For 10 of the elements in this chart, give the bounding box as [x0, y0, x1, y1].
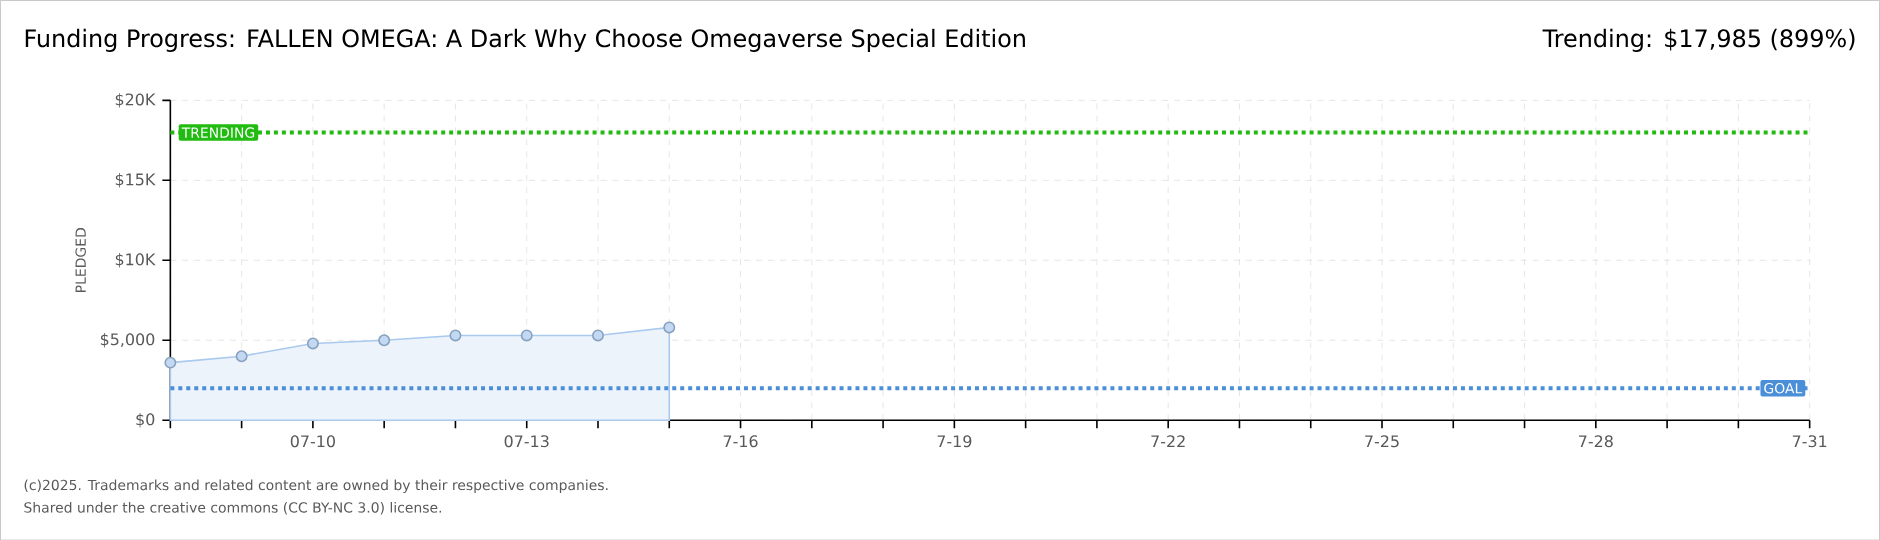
point	[306, 337, 319, 350]
point	[378, 333, 391, 346]
point	[449, 329, 462, 342]
point	[235, 349, 248, 362]
point	[520, 329, 533, 342]
point	[164, 356, 177, 369]
chart-subtitle: Trending: $17,985 (899%)	[1542, 28, 1855, 52]
point	[663, 321, 676, 334]
point	[592, 329, 604, 342]
chart-title: Funding Progress: FALLEN OMEGA: A Dark Why Choose Omegaverse Special Edition	[25, 28, 1025, 52]
